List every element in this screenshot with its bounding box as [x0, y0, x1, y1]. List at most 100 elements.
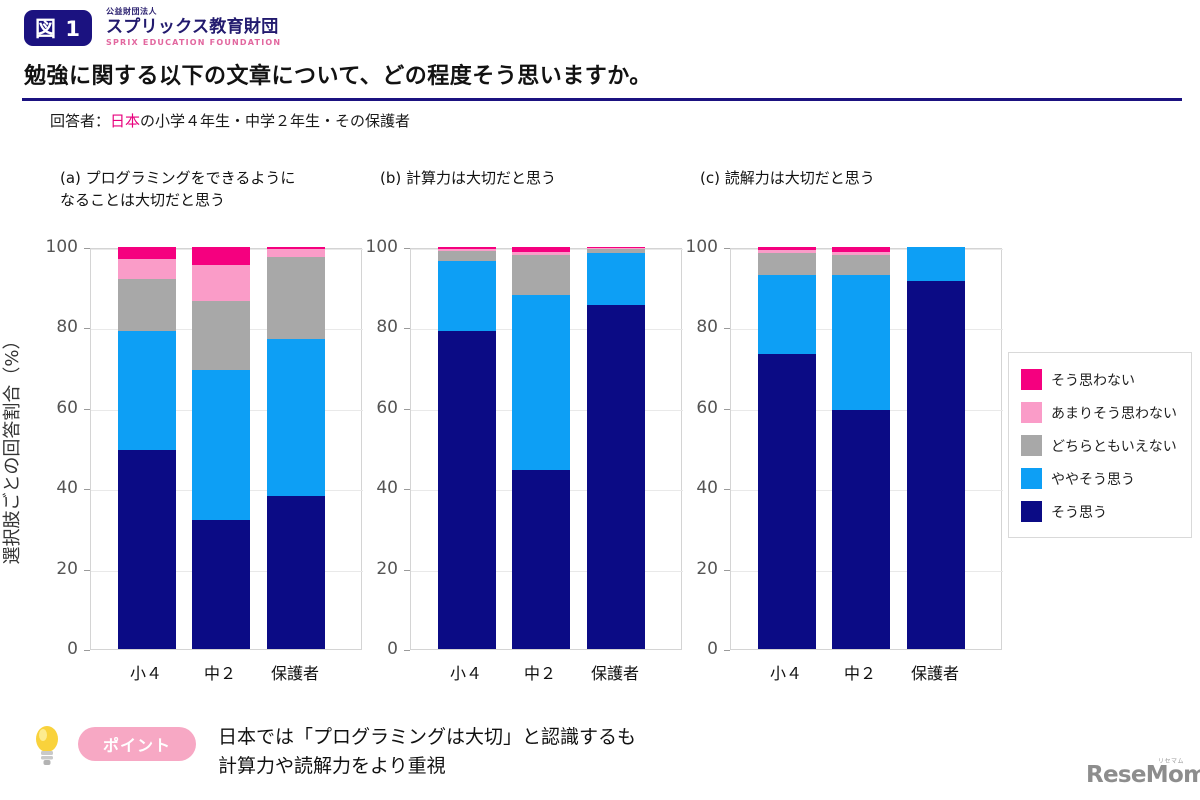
resemom-logo-kana: リセマム	[1158, 758, 1185, 765]
x-tick-label: 中２	[843, 664, 876, 683]
bar-segment	[587, 305, 645, 649]
stacked-bar	[758, 247, 816, 649]
bar-segment	[587, 249, 645, 254]
point-text: 日本では「プログラミングは大切」と認識するも 計算力や読解力をより重視	[218, 726, 637, 778]
bar-segment	[438, 249, 496, 252]
y-tick-label: 20	[696, 558, 718, 579]
legend-label: そう思う	[1051, 504, 1107, 521]
x-tick-label: 保護者	[590, 664, 639, 683]
brand-kicker: 公益財団法人	[106, 7, 157, 16]
stacked-bar	[267, 247, 325, 649]
y-tick-mark	[404, 248, 410, 249]
y-tick-mark	[724, 328, 730, 330]
x-tick-label: 中２	[523, 664, 556, 683]
bar-segment	[512, 295, 570, 471]
chart-legend: そう思わないあまりそう思わない どちらともいえない ややそう思う そう思う	[1008, 352, 1192, 538]
point-badge: ポイント	[78, 727, 196, 761]
bar-segment	[438, 261, 496, 332]
figure-number-badge: 図 1	[24, 10, 92, 46]
legend-swatch-icon	[1021, 402, 1042, 423]
y-tick-mark	[404, 569, 410, 571]
y-tick-label: 40	[56, 478, 78, 499]
chart-panel-c: (c) 読解力は大切だと思う	[700, 168, 875, 190]
bar-segment	[192, 301, 250, 370]
legend-item: ややそう思う	[1021, 462, 1183, 495]
stacked-bar	[587, 247, 645, 649]
legend-label: どちらともいえない	[1051, 438, 1177, 455]
legend-item: そう思わない	[1021, 363, 1183, 396]
y-axis-title: 選択肢ごとの回答割合（%）	[2, 331, 23, 565]
page-header: 図 1 公益財団法人 スプリックス教育財団 SPRIX EDUCATION FO…	[0, 0, 1200, 145]
y-tick-mark	[84, 650, 90, 651]
legend-swatch-icon	[1021, 369, 1042, 390]
title-divider	[22, 98, 1182, 101]
y-tick-label: 60	[376, 397, 398, 418]
legend-label: ややそう思う	[1051, 471, 1135, 488]
legend-swatch-icon	[1021, 435, 1042, 456]
x-tick-label: 小４	[129, 664, 162, 683]
stacked-bar	[907, 247, 965, 649]
bar-segment	[832, 275, 890, 410]
legend-label: あまりそう思わない	[1051, 405, 1177, 422]
y-tick-mark	[84, 408, 90, 410]
y-tick-label: 20	[376, 558, 398, 579]
chart-title-b: (b) 計算力は大切だと思う	[380, 169, 556, 187]
y-tick-label: 0	[707, 639, 718, 659]
chart-title-c: (c) 読解力は大切だと思う	[700, 169, 875, 187]
x-tick-label: 中２	[203, 664, 236, 683]
legend-label: そう思わない	[1051, 372, 1135, 389]
bar-segment	[832, 251, 890, 256]
respondents-rest: の小学４年生・中学２年生・その保護者	[140, 112, 411, 130]
bar-segment	[118, 247, 176, 260]
bar-segment	[118, 279, 176, 332]
bar-segment	[512, 255, 570, 296]
bar-segment	[758, 250, 816, 254]
bar-segment	[118, 450, 176, 649]
plot-area-c	[730, 247, 1003, 650]
plot-area-a	[90, 247, 363, 650]
x-tick-label: 保護者	[270, 664, 319, 683]
y-tick-label: 40	[376, 478, 398, 499]
stacked-bar	[512, 247, 570, 649]
bar-segment	[758, 253, 816, 276]
legend-swatch-icon	[1021, 468, 1042, 489]
brand-name: スプリックス教育財団	[106, 17, 279, 37]
stacked-bar	[118, 247, 176, 649]
bar-segment	[832, 255, 890, 276]
bar-segment	[267, 257, 325, 340]
y-tick-mark	[84, 248, 90, 249]
bar-segment	[438, 247, 496, 250]
brand-name-english: SPRIX EDUCATION FOUNDATION	[106, 38, 282, 47]
page-title: 勉強に関する以下の文章について、どの程度そう思いますか。	[24, 64, 652, 89]
legend-item: どちらともいえない	[1021, 429, 1183, 462]
y-tick-label: 100	[45, 237, 78, 257]
y-tick-mark	[404, 650, 410, 651]
legend-item: あまりそう思わない	[1021, 396, 1183, 429]
stacked-bar	[438, 247, 496, 649]
y-tick-label: 40	[696, 478, 718, 499]
x-tick-label: 小４	[449, 664, 482, 683]
chart-panel-a: (a) プログラミングをできるように なることは大切だと思う	[60, 168, 295, 212]
y-tick-mark	[724, 569, 730, 571]
brand-logo: 公益財団法人 スプリックス教育財団 SPRIX EDUCATION FOUNDA…	[106, 8, 281, 47]
stacked-bar	[832, 247, 890, 649]
y-tick-mark	[724, 248, 730, 249]
bar-segment	[267, 339, 325, 497]
y-tick-mark	[84, 569, 90, 571]
y-tick-label: 0	[67, 639, 78, 659]
bar-segment	[438, 331, 496, 649]
y-tick-label: 20	[56, 558, 78, 579]
bar-segment	[512, 247, 570, 253]
bar-segment	[832, 247, 890, 252]
legend-item: そう思う	[1021, 495, 1183, 528]
bar-segment	[758, 247, 816, 251]
y-tick-label: 60	[56, 397, 78, 418]
y-tick-label: 100	[685, 237, 718, 257]
bar-segment	[438, 251, 496, 262]
bar-segment	[267, 249, 325, 258]
y-tick-label: 80	[696, 317, 718, 338]
y-tick-mark	[404, 408, 410, 410]
bar-segment	[267, 247, 325, 250]
bar-segment	[758, 353, 816, 649]
plot-area-b	[410, 247, 683, 650]
